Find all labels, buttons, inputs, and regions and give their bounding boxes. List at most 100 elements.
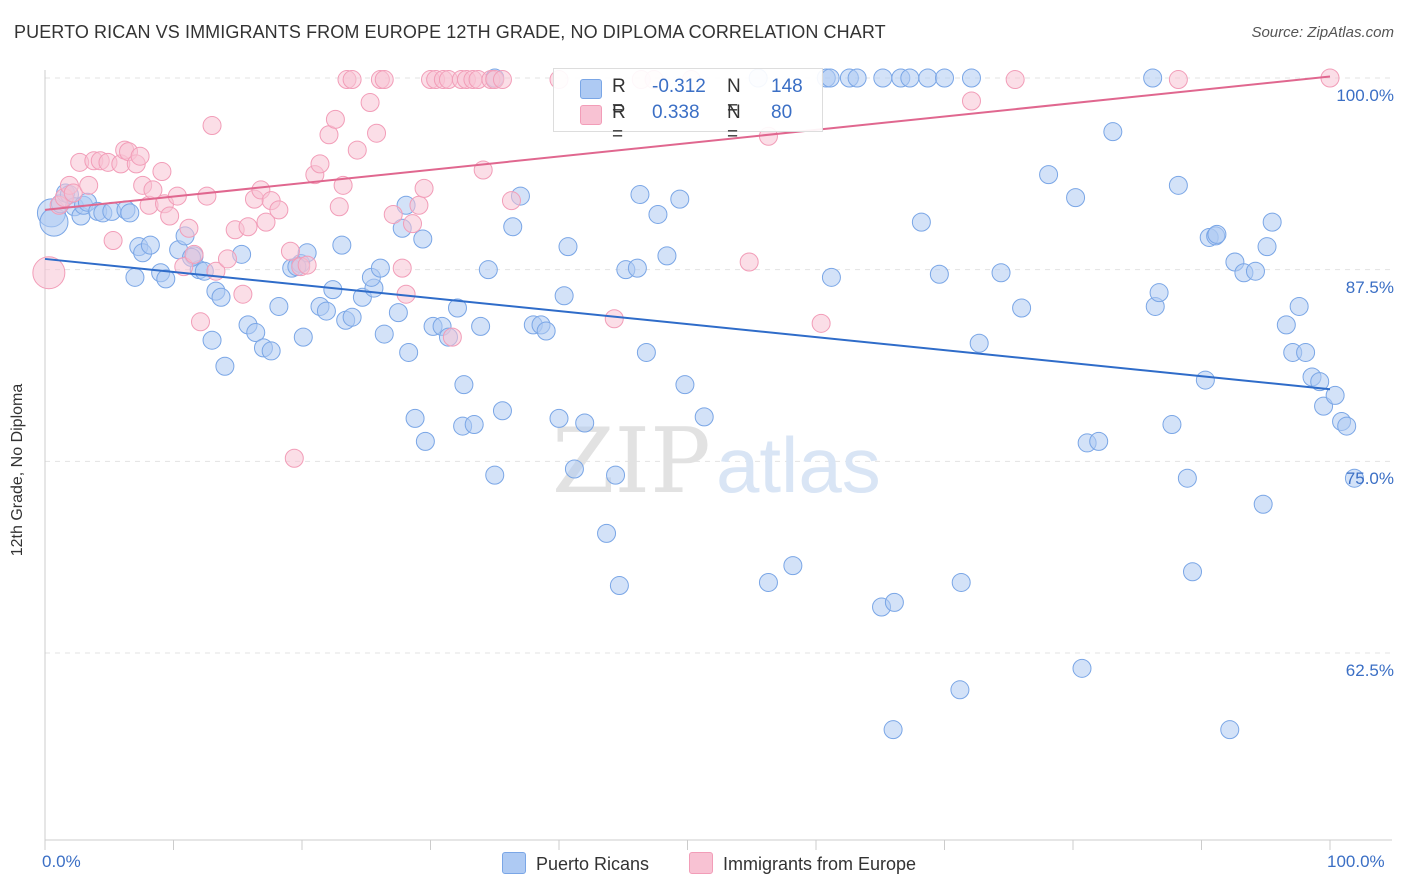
data-point <box>1207 224 1227 244</box>
data-point <box>1253 494 1273 514</box>
data-point <box>370 258 390 278</box>
data-point <box>63 183 83 203</box>
data-point <box>492 401 512 421</box>
data-point <box>120 203 140 223</box>
data-point <box>347 140 367 160</box>
data-point <box>558 237 578 257</box>
data-point <box>1257 237 1277 257</box>
data-point <box>884 592 904 612</box>
bottom-legend-swatch-blue <box>502 852 526 874</box>
data-point <box>1005 70 1025 90</box>
data-point <box>951 572 971 592</box>
data-point <box>297 255 317 275</box>
legend-n-label: N = <box>727 102 741 145</box>
x-tick-max: 100.0% <box>1327 852 1385 871</box>
data-point <box>360 93 380 113</box>
data-point <box>399 342 419 362</box>
legend-r-label: R = <box>612 76 626 119</box>
data-point <box>316 301 336 321</box>
data-point <box>130 146 150 166</box>
data-point <box>1103 122 1123 142</box>
data-point <box>280 241 300 261</box>
data-point <box>694 407 714 427</box>
legend-r-label: R = <box>612 102 626 145</box>
data-point <box>783 556 803 576</box>
data-point <box>929 264 949 284</box>
data-point <box>202 330 222 350</box>
data-point <box>961 91 981 111</box>
data-point <box>811 313 831 333</box>
data-point <box>918 68 938 88</box>
data-point <box>1262 212 1282 232</box>
data-point <box>103 231 123 251</box>
data-point <box>670 189 690 209</box>
source-label: Source: ZipAtlas.com <box>1251 24 1394 41</box>
data-point <box>597 523 617 543</box>
watermark: ZIP atlas <box>552 409 881 514</box>
data-point <box>739 252 759 272</box>
data-point <box>256 212 276 232</box>
data-point <box>409 195 429 215</box>
data-point <box>1220 720 1240 740</box>
bottom-legend-label: Puerto Ricans <box>536 854 650 874</box>
data-point <box>1177 468 1197 488</box>
chart-title: PUERTO RICAN VS IMMIGRANTS FROM EUROPE 1… <box>14 22 886 42</box>
data-point <box>820 68 840 88</box>
series-puerto-ricans <box>36 68 1364 740</box>
data-point <box>383 204 403 224</box>
data-point <box>388 303 408 323</box>
data-point <box>935 68 954 88</box>
data-point <box>478 260 498 280</box>
axes <box>44 70 1392 850</box>
data-point <box>403 214 423 234</box>
data-point <box>32 256 66 290</box>
data-point <box>310 154 330 174</box>
data-point <box>215 356 235 376</box>
data-point <box>293 327 313 347</box>
data-point <box>604 309 624 329</box>
legend-r-value: -0.312 <box>652 76 706 97</box>
trend-line-1 <box>44 75 1331 211</box>
data-point <box>969 333 989 353</box>
data-point <box>342 70 362 90</box>
trend-line-0 <box>44 257 1331 391</box>
data-point <box>675 375 695 395</box>
gridlines <box>45 77 1392 654</box>
data-point <box>991 263 1011 283</box>
data-point <box>374 70 394 90</box>
bottom-legend-immigrants: Immigrants from Europe <box>689 852 916 875</box>
data-point <box>1310 372 1330 392</box>
data-point <box>367 123 387 143</box>
bottom-legend-puerto-ricans: Puerto Ricans <box>502 852 649 875</box>
data-point <box>1149 283 1169 303</box>
data-point <box>554 286 574 306</box>
data-point <box>758 572 778 592</box>
data-point <box>233 284 253 304</box>
y-tick-100: 100.0% <box>1336 86 1394 105</box>
data-point <box>156 269 176 289</box>
data-point <box>1289 296 1309 316</box>
data-point <box>648 204 668 224</box>
data-point <box>464 415 484 435</box>
data-point <box>246 323 266 343</box>
data-point <box>636 342 656 362</box>
data-point <box>333 175 353 195</box>
data-point <box>1195 370 1215 390</box>
data-point <box>492 70 512 90</box>
data-point <box>1143 68 1163 88</box>
data-point <box>471 316 491 336</box>
data-point <box>211 287 231 307</box>
data-point <box>1183 562 1203 582</box>
legend-n-value: 148 <box>771 76 803 97</box>
data-point <box>575 413 595 433</box>
data-point <box>1012 298 1032 318</box>
data-point <box>374 324 394 344</box>
legend-r-value: 0.338 <box>652 102 700 123</box>
data-point <box>1072 658 1092 678</box>
data-point <box>329 197 349 217</box>
y-tick-62-5: 62.5% <box>1345 661 1394 680</box>
data-point <box>1276 315 1296 335</box>
legend-n-label: N = <box>727 76 741 119</box>
data-point <box>1296 342 1316 362</box>
data-point <box>1337 416 1357 436</box>
